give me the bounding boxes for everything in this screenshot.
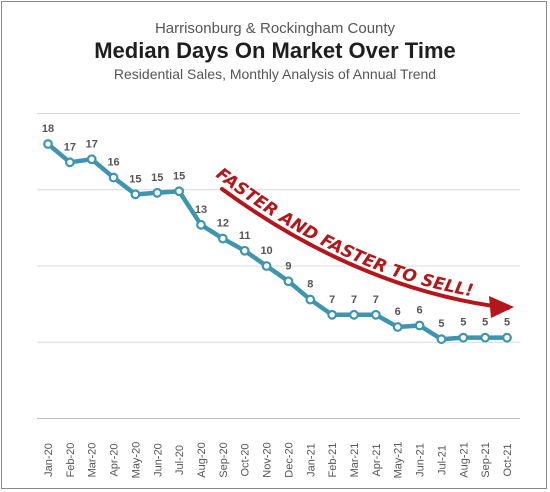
- data-point: [480, 332, 491, 343]
- data-point: [152, 187, 163, 198]
- chart-supertitle: Harrisonburg & Rockingham County: [154, 20, 396, 37]
- data-point: [327, 309, 338, 320]
- data-point: [108, 172, 119, 183]
- data-label: 5: [482, 317, 488, 329]
- x-tick-label: Feb-20: [65, 443, 77, 478]
- data-label: 18: [42, 123, 54, 135]
- gridlines: [37, 113, 520, 343]
- x-tick-label: Apr-20: [109, 443, 121, 476]
- x-tick-label: Oct-20: [240, 443, 252, 476]
- data-point: [174, 186, 185, 197]
- data-labels: 18 17 17 16 15 15 15 13 12 11 10 9 8 7 7 7 6 6 5 5 5 5: [42, 123, 510, 330]
- data-label: 5: [438, 318, 444, 330]
- data-label: 7: [329, 294, 335, 306]
- data-label: 6: [417, 304, 423, 316]
- data-label: 9: [285, 260, 291, 272]
- x-tick-label: Oct-21: [502, 443, 514, 476]
- x-tick-label: Aug-20: [196, 442, 208, 477]
- x-tick-label: Jun-21: [415, 443, 427, 477]
- data-label: 15: [151, 172, 163, 184]
- data-point: [43, 139, 53, 149]
- data-label: 17: [86, 138, 98, 150]
- data-point: [283, 276, 294, 287]
- chart-title: Median Days On Market Over Time: [94, 38, 456, 63]
- x-tick-label: Apr-21: [371, 443, 383, 476]
- x-tick-label: Jan-20: [43, 443, 55, 477]
- series-line: [45, 141, 510, 342]
- data-point: [196, 219, 206, 230]
- data-label: 13: [195, 204, 207, 216]
- x-tick-label: Aug-21: [458, 442, 470, 477]
- data-point: [86, 154, 97, 165]
- data-point: [239, 245, 250, 256]
- data-label: 5: [504, 317, 510, 329]
- data-point: [458, 332, 469, 343]
- chart-subtitle: Residential Sales, Monthly Analysis of A…: [113, 66, 437, 82]
- data-point: [436, 334, 447, 345]
- x-tick-label: Jan-21: [305, 443, 317, 477]
- x-tick-label: Mar-20: [87, 443, 99, 478]
- data-label: 15: [173, 170, 185, 182]
- data-point: [305, 294, 316, 305]
- x-tick-label: May-21: [393, 442, 405, 479]
- x-tick-label: May-20: [130, 442, 142, 479]
- data-label: 16: [107, 157, 119, 169]
- data-point: [502, 332, 512, 343]
- data-label: 12: [217, 218, 229, 230]
- data-label: 11: [239, 230, 251, 242]
- data-label: 15: [129, 173, 141, 185]
- data-label: 10: [260, 245, 272, 257]
- data-point: [64, 157, 75, 168]
- x-tick-label: Jul-21: [436, 445, 448, 475]
- data-point: [261, 261, 272, 271]
- data-label: 17: [64, 141, 76, 153]
- x-tick-label: Sep-20: [218, 442, 230, 477]
- x-tick-label: Feb-21: [327, 443, 339, 478]
- x-axis: Jan-20 Feb-20 Mar-20 Apr-20 May-20 Jun-20 Jul-…: [37, 418, 520, 479]
- x-tick-label: Jun-20: [152, 443, 164, 477]
- x-tick-label: Mar-21: [349, 443, 361, 478]
- data-point: [414, 320, 425, 331]
- data-label: 7: [351, 294, 357, 306]
- x-tick-label: Nov-20: [262, 442, 274, 477]
- data-label: 6: [395, 306, 401, 318]
- data-point: [349, 309, 359, 320]
- data-point: [370, 309, 381, 320]
- data-label: 5: [460, 317, 466, 329]
- data-point: [130, 189, 141, 200]
- data-label: 8: [307, 279, 313, 291]
- x-tick-label: Sep-21: [480, 442, 492, 477]
- data-point: [217, 233, 228, 244]
- series-days-on-market: [43, 139, 512, 345]
- x-tick-label: Jul-20: [174, 445, 186, 475]
- data-point: [392, 322, 403, 332]
- x-tick-label: Dec-20: [283, 442, 295, 477]
- data-label: 7: [373, 294, 379, 306]
